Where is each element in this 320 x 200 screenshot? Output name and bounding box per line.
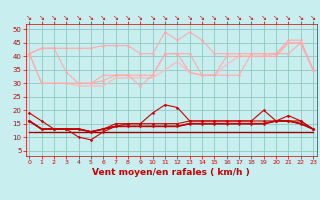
- X-axis label: Vent moyen/en rafales ( km/h ): Vent moyen/en rafales ( km/h ): [92, 168, 250, 177]
